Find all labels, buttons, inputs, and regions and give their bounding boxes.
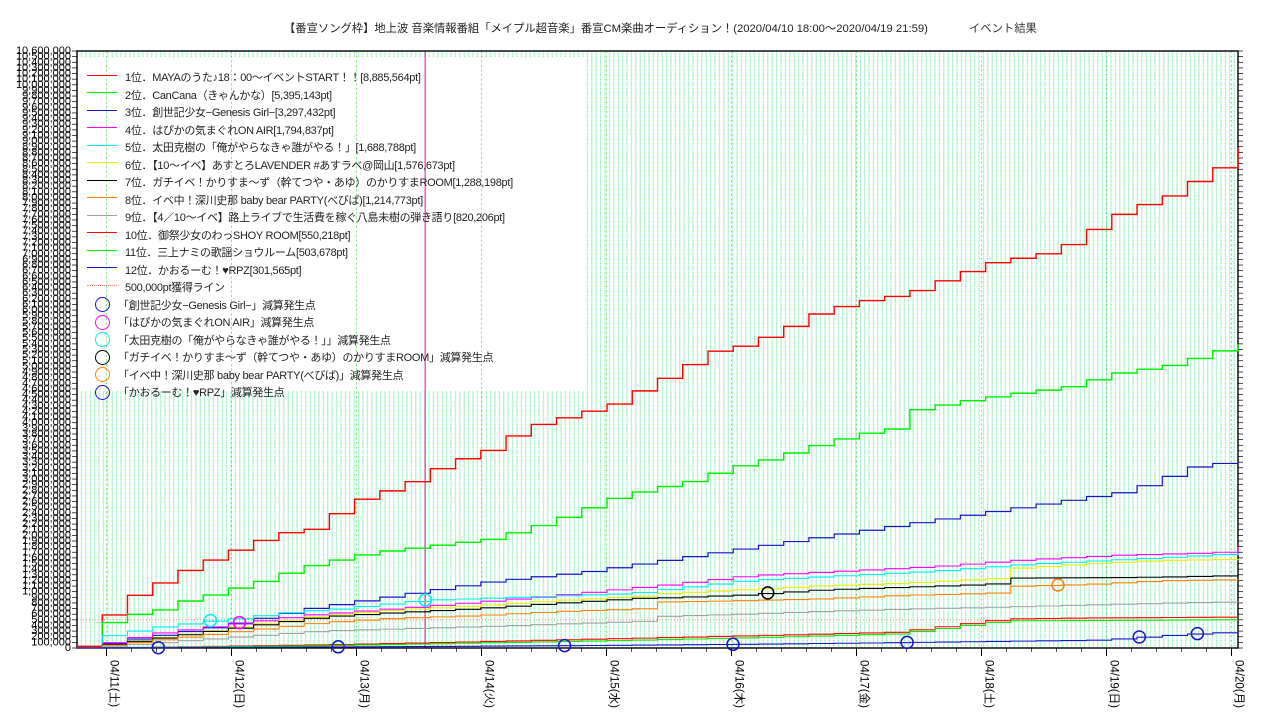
- svg-text:04/13(月): 04/13(月): [358, 660, 370, 708]
- svg-text:04/19(日): 04/19(日): [1108, 660, 1120, 708]
- svg-text:04/15(水): 04/15(水): [608, 660, 621, 708]
- svg-text:04/20(月): 04/20(月): [1233, 660, 1245, 708]
- svg-text:04/18(土): 04/18(土): [983, 660, 996, 708]
- svg-text:10,600,000: 10,600,000: [16, 45, 71, 57]
- svg-text:04/11(土): 04/11(土): [108, 660, 121, 707]
- svg-text:04/14(火): 04/14(火): [483, 660, 496, 708]
- svg-text:04/17(金): 04/17(金): [858, 660, 871, 708]
- svg-text:04/16(木): 04/16(木): [733, 660, 746, 708]
- svg-text:04/12(日): 04/12(日): [233, 660, 245, 708]
